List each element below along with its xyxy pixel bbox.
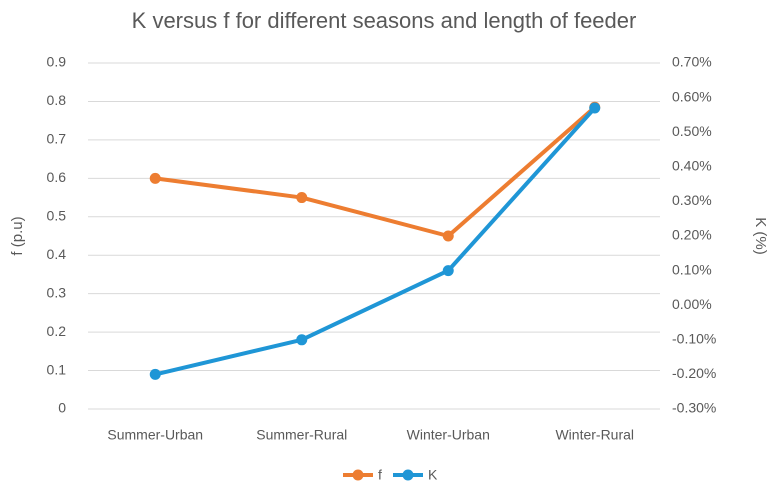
data-point	[589, 102, 601, 114]
series-line	[154, 105, 597, 238]
y2-tick-label: 0.20%	[672, 227, 712, 243]
legend-label: K	[428, 467, 438, 483]
y2-tick-label: -0.20%	[672, 365, 716, 381]
y-tick-label: 0.8	[47, 92, 67, 108]
data-point	[149, 368, 161, 380]
y-tick-label: 0.3	[47, 284, 67, 300]
data-point	[296, 192, 308, 204]
y-tick-label: 0	[58, 400, 66, 416]
legend-marker	[402, 469, 414, 481]
y2-tick-label: -0.10%	[672, 331, 716, 347]
y2-tick-label: 0.00%	[672, 296, 712, 312]
y2-tick-label: 0.50%	[672, 123, 712, 139]
data-point	[149, 172, 161, 184]
y2-tick-label: 0.40%	[672, 158, 712, 174]
y-tick-label: 0.1	[47, 361, 67, 377]
y-axis-title: f (p.u)	[9, 216, 26, 255]
y2-tick-label: 0.60%	[672, 88, 712, 104]
y-tick-label: 0.6	[47, 169, 67, 185]
x-tick-label: Winter-Rural	[555, 427, 634, 443]
chart-title: K versus f for different seasons and len…	[132, 8, 637, 33]
y2-tick-label: 0.30%	[672, 192, 712, 208]
data-point	[442, 230, 454, 242]
y-tick-label: 0.4	[47, 246, 67, 262]
y-tick-label: 0.2	[47, 323, 67, 339]
data-point	[296, 334, 308, 346]
y-tick-label: 0.9	[47, 54, 67, 70]
x-tick-label: Winter-Urban	[407, 427, 490, 443]
x-tick-label: Summer-Rural	[256, 427, 347, 443]
y2-tick-label: 0.10%	[672, 261, 712, 277]
legend-marker	[352, 469, 364, 481]
y2-tick-label: -0.30%	[672, 400, 716, 416]
legend-label: f	[378, 467, 382, 483]
data-point	[442, 265, 454, 277]
y2-tick-label: 0.70%	[672, 54, 712, 70]
series-line	[154, 106, 597, 377]
y2-axis-title: K (%)	[752, 217, 769, 255]
x-tick-label: Summer-Urban	[107, 427, 203, 443]
y-tick-label: 0.5	[47, 207, 67, 223]
y-tick-label: 0.7	[47, 131, 67, 147]
